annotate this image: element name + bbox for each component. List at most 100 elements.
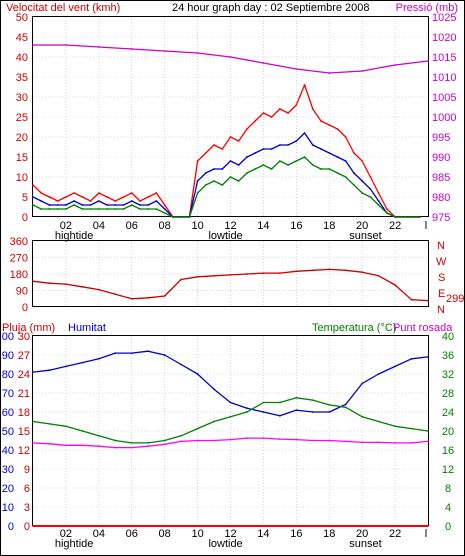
temperature-axis-tick: 0 (445, 521, 451, 533)
compass-e: E (438, 288, 445, 300)
wind-min-point-11 (122, 208, 125, 210)
compass-w: W (436, 256, 447, 268)
pressure-point-9 (328, 72, 331, 74)
wind-avg-point-35 (320, 148, 322, 150)
direction-point-17 (311, 269, 314, 272)
temperature-point-6 (130, 442, 133, 444)
x-tick-label: 16 (290, 220, 302, 232)
dew_point-point-2 (65, 444, 67, 447)
x-tick-label: 14 (257, 528, 269, 540)
wind-min-point-16 (163, 212, 166, 214)
wind-gust-point-0 (32, 184, 34, 186)
dew_point-point-11 (213, 439, 215, 442)
wind-axis-tick: 45 (16, 32, 28, 44)
direction-point-12 (229, 274, 232, 276)
dew_point-point-14 (262, 437, 265, 439)
wind-avg-point-36 (328, 152, 331, 154)
rain-point-12 (229, 525, 232, 527)
humidity-point-18 (328, 411, 331, 413)
pressure-label: Pressió (mb) (396, 2, 458, 14)
rain-axis-tick: 12 (18, 445, 30, 457)
temperature-axis-tick: 16 (442, 445, 454, 457)
wind-gust-line (32, 84, 420, 218)
temperature-axis-tick: 4 (445, 502, 451, 514)
wind-avg-point-34 (311, 144, 314, 146)
x-end-mark: l (425, 528, 427, 540)
wind-min-point-13 (139, 208, 141, 210)
humidity-axis-tick: 50 (2, 426, 14, 438)
wind-min-point-20 (196, 192, 199, 194)
pressure-point-4 (163, 50, 166, 52)
wind-avg-point-38 (344, 160, 347, 162)
dew_point-point-8 (163, 443, 166, 446)
wind-gust-point-24 (229, 136, 232, 138)
wind-min-point-0 (32, 204, 34, 206)
wind-avg-point-1 (40, 200, 43, 202)
temperature-axis-tick: 12 (442, 464, 454, 476)
dew_point-point-5 (114, 446, 117, 449)
rain-point-8 (163, 525, 166, 527)
wind-gust-point-43 (386, 208, 388, 210)
humidity-point-11 (213, 388, 215, 391)
dew_point-point-21 (377, 441, 380, 444)
event-label-lowtide: lowtide (208, 230, 242, 242)
rain-label: Pluja (mm) (2, 322, 55, 334)
wind-gust-point-40 (361, 160, 364, 162)
humidity-point-5 (114, 352, 117, 354)
direction-axis-tick: 270 (10, 253, 28, 265)
wind-min-point-42 (377, 204, 380, 206)
rain-axis-tick: 6 (24, 483, 30, 495)
humidity-axis-tick: 20 (2, 483, 14, 495)
wind-avg-point-25 (237, 164, 240, 166)
wind-min-point-27 (254, 168, 257, 170)
humidity-point-20 (361, 382, 364, 385)
dew_point-point-15 (279, 438, 281, 440)
dew_point-point-1 (48, 442, 51, 445)
wind-avg-point-27 (254, 152, 257, 154)
pressure-point-1 (65, 44, 67, 46)
pressure-axis-tick: 1015 (432, 52, 456, 64)
humidity-axis-tick: 80 (2, 369, 14, 381)
pressure-axis-tick: 1020 (432, 32, 456, 44)
wind-min-point-9 (106, 208, 108, 210)
temperature-point-20 (361, 415, 364, 418)
direction-point-0 (32, 280, 34, 283)
wind-min-point-24 (229, 176, 232, 178)
wind-gust-point-1 (40, 192, 43, 194)
temperature-point-2 (65, 425, 67, 428)
wind-gust-point-35 (320, 120, 322, 122)
wind-min-point-38 (344, 176, 347, 178)
wind-gust-point-25 (237, 140, 240, 142)
dew_point-point-24 (427, 440, 429, 443)
wind-gust-point-9 (106, 196, 108, 198)
pressure-point-11 (394, 64, 396, 66)
temperature-label: Temperatura (°C) (312, 322, 396, 334)
direction-axis-tick: 0 (22, 302, 28, 314)
wind-avg-point-16 (163, 208, 166, 210)
x-tick-label: 08 (159, 528, 171, 540)
wind-axis-tick: 0 (22, 212, 28, 224)
humidity-point-17 (311, 411, 314, 413)
wind-min-point-18 (180, 216, 183, 218)
humidity-point-2 (65, 365, 67, 368)
humidity-point-1 (48, 369, 51, 372)
humidity-point-6 (130, 352, 133, 354)
dew_point-point-19 (344, 440, 347, 443)
rain-point-15 (279, 525, 281, 527)
wind-avg-line (32, 132, 420, 218)
direction-point-4 (97, 288, 100, 291)
rain-point-10 (196, 525, 199, 527)
wind-gust-point-30 (279, 108, 281, 110)
dew_point-point-12 (229, 438, 232, 441)
wind-avg-point-40 (361, 180, 364, 182)
wind-avg-point-31 (287, 144, 289, 146)
pressure-point-10 (361, 70, 364, 72)
wind-gust-point-36 (328, 124, 331, 126)
wind-avg-point-29 (270, 148, 273, 150)
temperature-axis-tick: 24 (442, 407, 454, 419)
wind-gust-point-13 (139, 200, 141, 202)
rain-point-5 (114, 525, 117, 527)
wind-gust-point-3 (56, 200, 59, 202)
